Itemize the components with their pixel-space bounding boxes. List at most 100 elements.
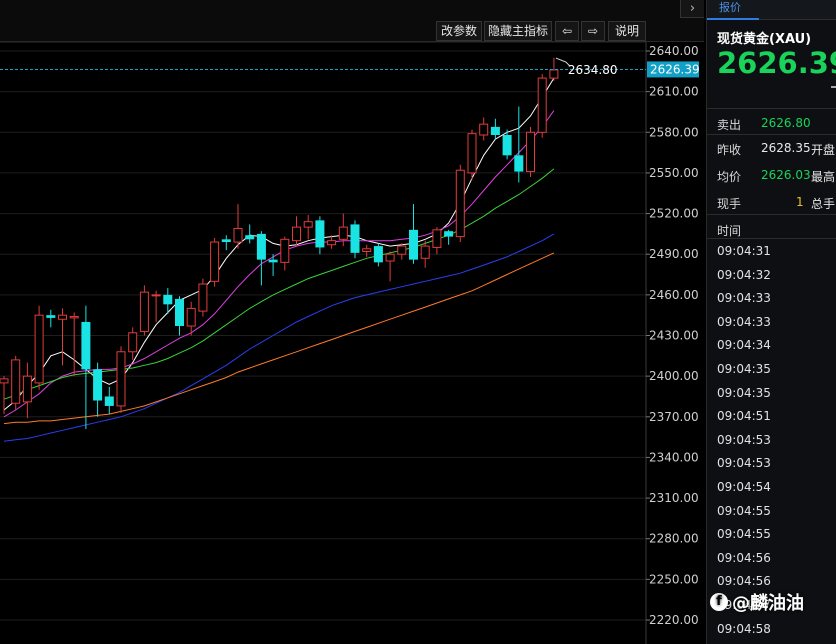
divider <box>707 134 836 135</box>
current-price-label: 2626.39 <box>650 62 700 76</box>
row-current-vol-label: 现手 <box>717 197 742 211</box>
candle-body <box>327 240 337 246</box>
candle-body <box>151 294 161 297</box>
candle-up <box>338 213 348 247</box>
candle-down <box>409 204 418 264</box>
candle-body <box>385 253 395 262</box>
candle-down <box>104 386 114 415</box>
candle-up <box>11 355 21 411</box>
candle-body <box>373 246 383 263</box>
candle-body <box>444 231 454 237</box>
tick-time: 09:04:55 <box>717 527 771 542</box>
candle-body <box>175 298 184 327</box>
row-sell-value: 2626.80 <box>761 116 811 130</box>
panel-tab-bar: 报价 <box>707 0 836 20</box>
candle-up <box>139 285 149 336</box>
candle-body <box>233 227 243 243</box>
candle-body <box>46 315 56 318</box>
candle-body <box>268 259 278 263</box>
axis-tick-label: 2250.00 <box>649 572 699 586</box>
candle-body <box>81 321 91 370</box>
candle-down <box>514 106 524 183</box>
axis-tick-label: 2520.00 <box>649 207 699 221</box>
candle-body <box>432 229 442 248</box>
candle-body <box>537 77 547 133</box>
candle-down <box>502 129 512 160</box>
candle-down <box>268 254 278 276</box>
tick-time: 09:04:35 <box>717 385 771 400</box>
hide-main-indicator-button[interactable]: 隐藏主指标 <box>484 21 552 41</box>
candle-body <box>198 283 208 312</box>
tick-time: 09:04:31 <box>717 244 771 258</box>
candle-body <box>303 221 313 228</box>
candle-up <box>455 164 465 243</box>
candle-body <box>128 332 138 353</box>
candle-down <box>315 216 325 255</box>
ma40-line <box>3 233 555 442</box>
candle-body <box>22 375 32 403</box>
row-avg-label: 均价 <box>717 170 742 184</box>
candle-body <box>526 131 535 173</box>
row-prev-close-value: 2628.35 <box>761 141 811 155</box>
candle-up <box>186 301 196 336</box>
candle-down <box>163 288 173 314</box>
candle-body <box>490 126 500 135</box>
candle-up <box>537 74 547 138</box>
axis-tick-label: 2430.00 <box>649 329 699 343</box>
candle-up <box>69 312 79 377</box>
prev-arrow-icon[interactable]: ⇦ <box>555 21 579 41</box>
candle-down <box>175 296 184 336</box>
candle-body <box>11 359 21 404</box>
candle-body <box>409 229 418 260</box>
candle-body <box>0 378 9 384</box>
candle-up <box>479 117 489 141</box>
price-axis: 2640.00 2610.00 2580.00 2550.00 2520.00 2490.… <box>645 42 706 644</box>
candle-up <box>362 244 372 257</box>
candle-up <box>233 204 243 249</box>
candle-body <box>186 307 196 327</box>
candle-up <box>292 216 301 247</box>
axis-tick-label: 2310.00 <box>649 491 699 505</box>
candle-up <box>34 305 44 390</box>
candle-up <box>327 235 337 249</box>
help-button[interactable]: 说明 <box>608 21 646 41</box>
edit-params-button[interactable]: 改参数 <box>436 21 482 41</box>
tick-time: 09:04:51 <box>717 409 771 424</box>
tick-time: 09:04:35 <box>717 362 771 376</box>
candle-body <box>315 220 325 248</box>
row-sell-label: 卖出 <box>717 118 742 132</box>
price-overlay: 2626.39 2634.80 <box>0 57 700 78</box>
row-open-label: 开盘 <box>811 143 836 157</box>
row-prev-close: 昨收 2628.35 开盘 <box>717 141 835 158</box>
axis-tick-label: 2280.00 <box>649 532 699 546</box>
tick-time: 09:04:32 <box>717 267 771 282</box>
tick-time: 09:04:54 <box>717 480 771 494</box>
candle-up <box>397 243 407 260</box>
candle-up <box>467 129 477 180</box>
tick-time: 09:04:56 <box>717 574 771 589</box>
candles <box>0 57 559 429</box>
candlestick-chart[interactable]: 2640.00 2610.00 2580.00 2550.00 2520.00 2490.… <box>0 42 706 644</box>
candle-up <box>526 126 535 177</box>
row-avg: 均价 2626.03 最高 <box>717 168 835 185</box>
candle-down <box>221 235 231 251</box>
current-price-tag <box>647 61 699 78</box>
row-current-vol: 现手 1 总手 <box>717 195 835 212</box>
axis-tick-label: 2370.00 <box>649 410 699 424</box>
candle-body <box>163 294 173 305</box>
candle-down <box>490 118 500 140</box>
candle-up <box>303 214 313 240</box>
tab-quote[interactable]: 报价 <box>707 0 759 20</box>
collapse-panel-icon[interactable]: › <box>680 0 704 18</box>
watermark: f @麟油油 <box>710 590 804 614</box>
high-marker-arrow <box>555 57 571 67</box>
candle-down <box>81 305 91 429</box>
chart-grid <box>0 42 646 621</box>
row-avg-value: 2626.03 <box>761 168 811 182</box>
candle-up <box>432 227 442 255</box>
candle-down <box>256 231 266 286</box>
tick-time: 09:04:33 <box>717 314 771 329</box>
tick-time: 09:04:57 <box>717 598 771 612</box>
next-arrow-icon[interactable]: ⇨ <box>581 21 605 41</box>
tick-time: 09:04:53 <box>717 456 771 471</box>
